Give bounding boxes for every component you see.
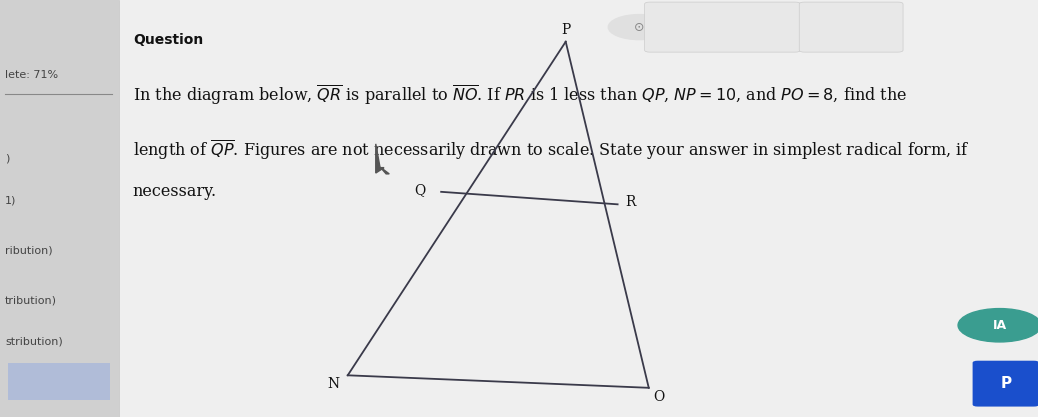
Text: IA: IA [992,319,1007,332]
Text: N: N [328,377,340,391]
Circle shape [608,15,671,40]
FancyBboxPatch shape [8,363,110,400]
Text: ): ) [5,153,9,163]
Text: ⊙: ⊙ [634,20,645,34]
FancyBboxPatch shape [799,2,903,52]
Text: O: O [654,389,664,404]
Text: P: P [1001,376,1011,391]
Text: length of $\overline{QP}$. Figures are not necessarily drawn to scale. State you: length of $\overline{QP}$. Figures are n… [133,138,969,161]
Circle shape [958,309,1038,342]
FancyBboxPatch shape [119,0,1038,417]
Text: stribution): stribution) [5,337,63,347]
Polygon shape [376,144,389,174]
FancyBboxPatch shape [973,361,1038,407]
Text: Q: Q [414,183,426,197]
Text: tribution): tribution) [5,295,57,305]
Text: P: P [562,23,570,37]
FancyBboxPatch shape [0,0,119,417]
Text: ribution): ribution) [5,245,53,255]
Text: necessary.: necessary. [133,183,217,201]
Text: lete: 71%: lete: 71% [5,70,58,80]
Text: R: R [625,196,635,209]
FancyBboxPatch shape [645,2,800,52]
Text: Question: Question [133,33,203,48]
Text: In the diagram below, $\overline{QR}$ is parallel to $\overline{NO}$. If $PR$ is: In the diagram below, $\overline{QR}$ is… [133,83,907,107]
Text: 1): 1) [5,195,17,205]
